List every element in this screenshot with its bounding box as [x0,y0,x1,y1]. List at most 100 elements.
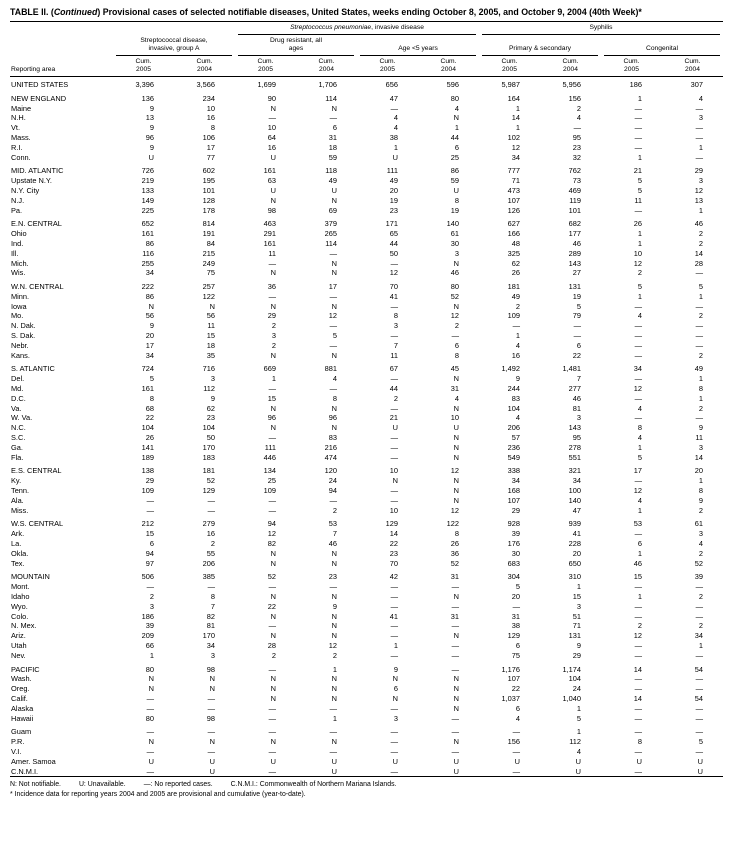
value-cell: 5 [576,713,581,723]
reporting-area-cell: Amer. Samoa [11,756,56,766]
reporting-area-cell: W.S. CENTRAL [11,519,64,529]
value-cell: — [695,727,703,737]
value-cell: 3 [210,374,215,384]
value-cell: 1 [698,291,703,301]
value-cell: 236 [507,442,520,452]
value-cell: 23 [389,548,398,558]
value-cell: 30 [511,548,520,558]
value-cell: 8 [454,529,459,539]
value-cell: N [331,403,337,413]
value-cell: 1,492 [501,364,521,374]
value-cell: U [392,423,398,433]
value-cell: 5 [637,176,642,186]
value-cell: 814 [202,219,215,229]
value-cell: — [146,495,154,505]
reporting-area-cell: Fla. [11,452,24,462]
value-cell: N [331,103,337,113]
value-cell: 463 [263,219,276,229]
value-cell: 1 [637,93,642,103]
value-cell: — [146,693,154,703]
value-cell: 15 [267,393,276,403]
value-cell: N [148,674,154,684]
table-row: Vt. 9 8 10 6 4 1 1 — — — [10,123,723,133]
value-cell: 183 [202,452,215,462]
value-cell: 6 [576,340,581,350]
table-row: Ala. — — — — — N 107 140 4 9 [10,496,723,506]
reporting-area-cell: Wash. [11,674,32,684]
value-cell: 215 [202,248,215,258]
value-cell: — [451,650,459,660]
value-cell: 80 [450,282,459,292]
reporting-area-cell: Del. [11,374,25,384]
table-row: Wyo. 3 7 22 9 — — — 3 — — [10,602,723,612]
notifiable-diseases-table: Streptococcus pneumoniae, invasive disea… [10,21,723,778]
value-cell: 138 [141,466,154,476]
value-cell: 6 [149,539,154,549]
value-cell: 19 [572,291,581,301]
value-cell: 59 [328,152,337,162]
value-cell: — [390,746,398,756]
table-row: Mo. 56 56 29 12 8 12 109 79 4 2 [10,311,723,321]
value-cell: 70 [389,558,398,568]
value-cell: 126 [507,205,520,215]
value-cell: — [695,103,703,113]
value-cell: 12 [450,505,459,515]
value-cell: 596 [446,79,459,89]
value-cell: 9 [149,123,154,133]
value-cell: 209 [141,631,154,641]
value-cell: 279 [202,519,215,529]
value-cell: 5 [637,452,642,462]
value-cell: 7 [393,340,398,350]
table-body: UNITED STATES 3,396 3,566 1,699 1,706 656 596 5… [10,76,723,776]
value-cell: — [451,640,459,650]
value-cell: — [329,340,337,350]
value-cell: U [148,756,154,766]
value-cell: 109 [263,486,276,496]
value-cell: 5 [332,331,337,341]
value-cell: — [329,291,337,301]
value-cell: — [634,205,642,215]
value-cell: 1 [515,123,520,133]
congenital-header: Congenital [601,35,723,57]
value-cell: 90 [267,93,276,103]
value-cell: — [390,258,398,268]
table-row: Ky. 29 52 25 24 N N 34 34 — 1 [10,476,723,486]
value-cell: N [331,423,337,433]
table-row: V.I. — — — — — — — 4 — — [10,747,723,757]
value-cell: 3 [454,248,459,258]
value-cell: 25 [267,476,276,486]
value-cell: N [270,693,276,703]
value-cell: 49 [328,176,337,186]
value-cell: N [392,693,398,703]
value-cell: N [453,374,459,384]
value-cell: 45 [450,364,459,374]
reporting-area-cell: N.J. [11,195,25,205]
value-cell: 9 [149,103,154,113]
reporting-area-cell: Wis. [11,268,26,278]
value-cell: 1 [576,582,581,592]
value-cell: 277 [568,384,581,394]
value-cell: 3,566 [196,79,216,89]
value-cell: 34 [694,631,703,641]
reporting-area-cell: Mich. [11,258,29,268]
value-cell: 9 [332,601,337,611]
value-cell: 7 [576,374,581,384]
value-cell: 289 [568,248,581,258]
value-cell: 1,040 [562,693,582,703]
value-cell: 726 [141,166,154,176]
value-cell: 55 [206,548,215,558]
value-cell: 29 [511,505,520,515]
reporting-area-cell: Utah [11,640,27,650]
value-cell: 52 [267,572,276,582]
value-cell: U [270,756,276,766]
value-cell: — [634,374,642,384]
table-row: Minn. 86 122 — — 41 52 49 19 1 1 [10,292,723,302]
value-cell: 10 [389,466,398,476]
value-cell: N [270,195,276,205]
value-cell: U [392,756,398,766]
value-cell: 12 [267,529,276,539]
value-cell: 2 [210,539,215,549]
value-cell: 206 [507,423,520,433]
header-spacer [10,35,113,56]
value-cell: — [390,403,398,413]
